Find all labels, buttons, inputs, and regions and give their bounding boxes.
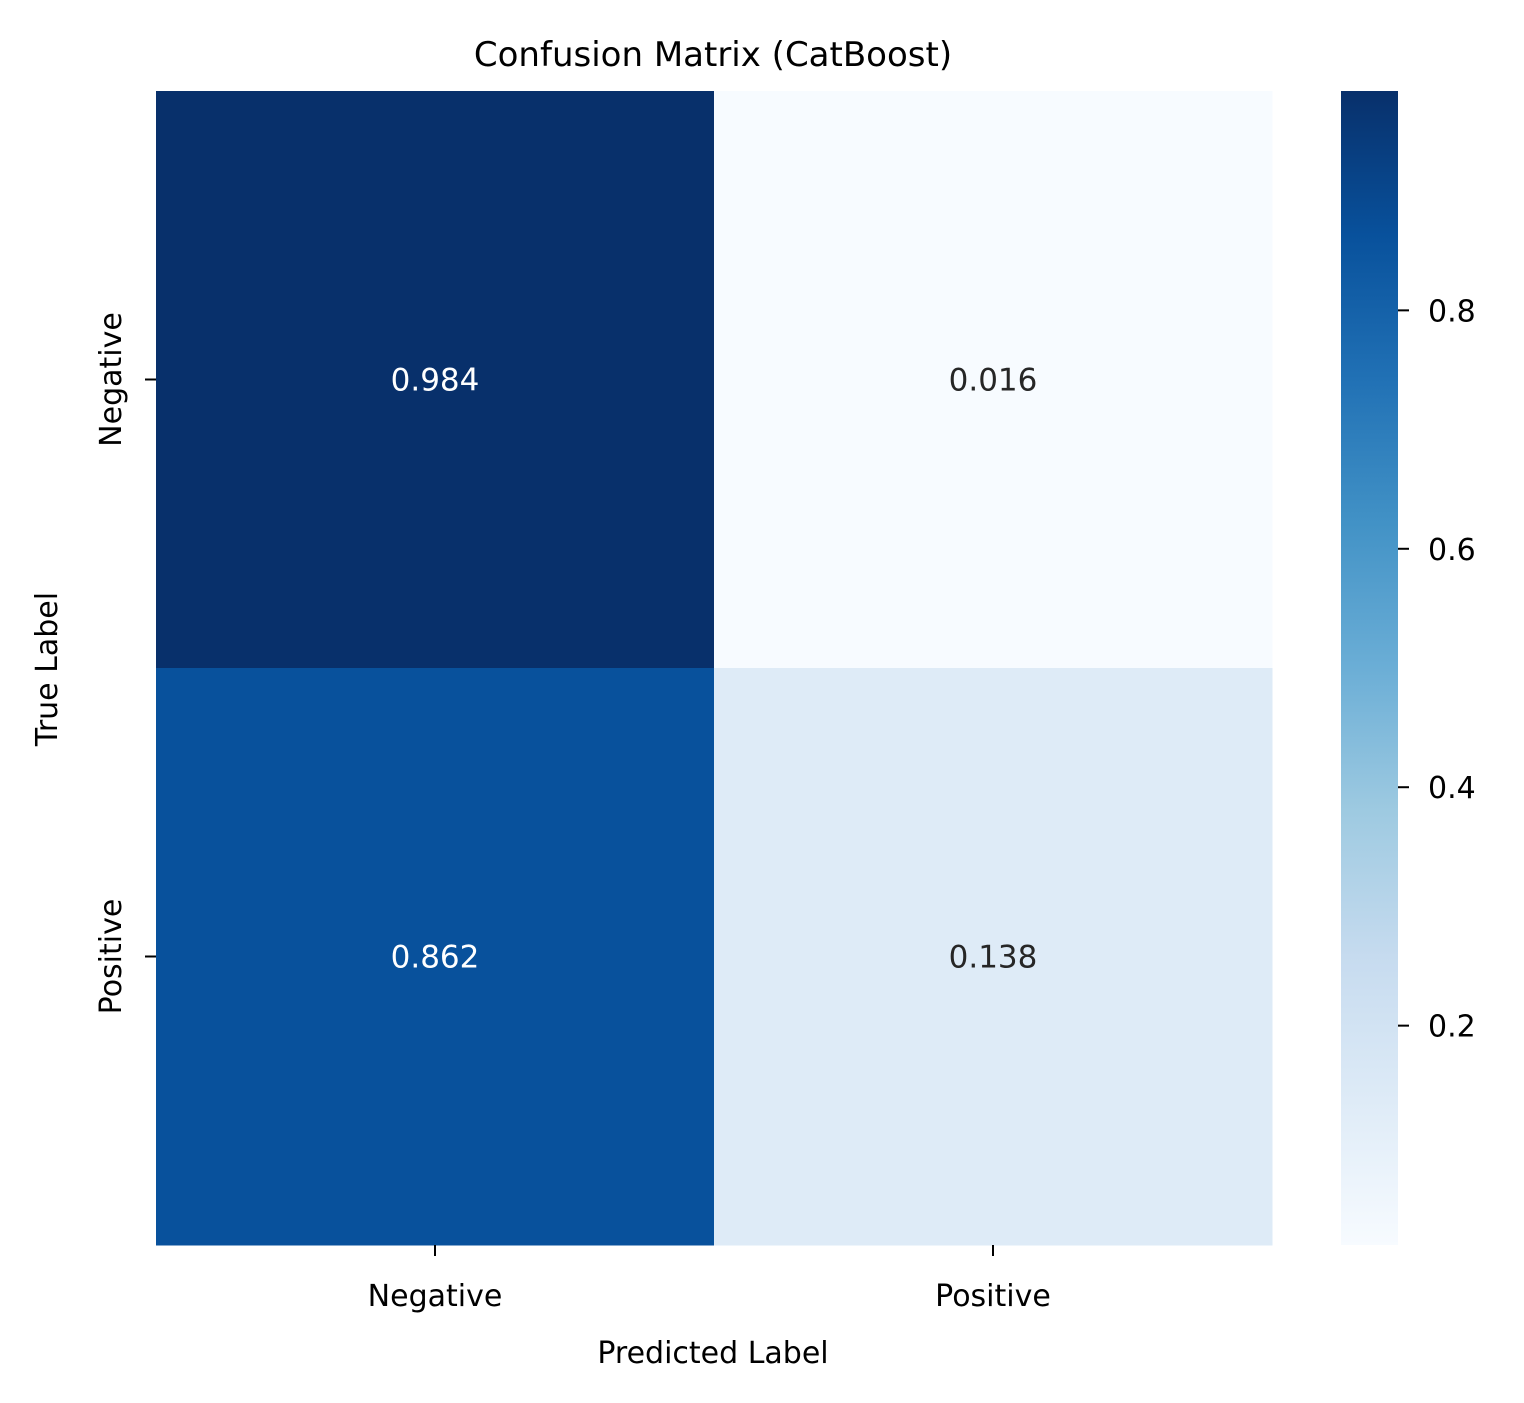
cell-value-label: 0.984 [391,363,480,399]
x-axis-ticks: Negative Positive [368,1245,1051,1314]
heatmap-cell [714,668,1273,1246]
y-tick-label: Positive [94,899,129,1015]
heatmap-cells [156,91,1273,1246]
colorbar-tick-label: 0.8 [1428,294,1476,329]
cell-value-label: 0.862 [391,940,480,976]
colorbar-tick-label: 0.2 [1428,1010,1476,1045]
cell-annotations: 0.984 0.016 0.862 0.138 [391,363,1038,976]
colorbar [1341,91,1398,1245]
heatmap-cell [714,91,1273,669]
colorbar-tick-label: 0.6 [1428,533,1476,568]
x-axis-label: Predicted Label [597,1336,828,1371]
y-axis-ticks: Negative Positive [94,312,156,1014]
heatmap-cell [156,91,715,669]
y-axis-label: True Label [30,592,65,747]
x-tick-label: Negative [368,1279,503,1314]
colorbar-ticks: 0.2 0.4 0.6 0.8 [1398,294,1476,1045]
chart-title: Confusion Matrix (CatBoost) [474,35,952,75]
cell-value-label: 0.016 [949,363,1038,399]
y-tick-label: Negative [94,312,129,447]
colorbar-tick-label: 0.4 [1428,771,1476,806]
x-tick-label: Positive [935,1279,1051,1314]
cell-value-label: 0.138 [949,940,1038,976]
heatmap-cell [156,668,715,1246]
